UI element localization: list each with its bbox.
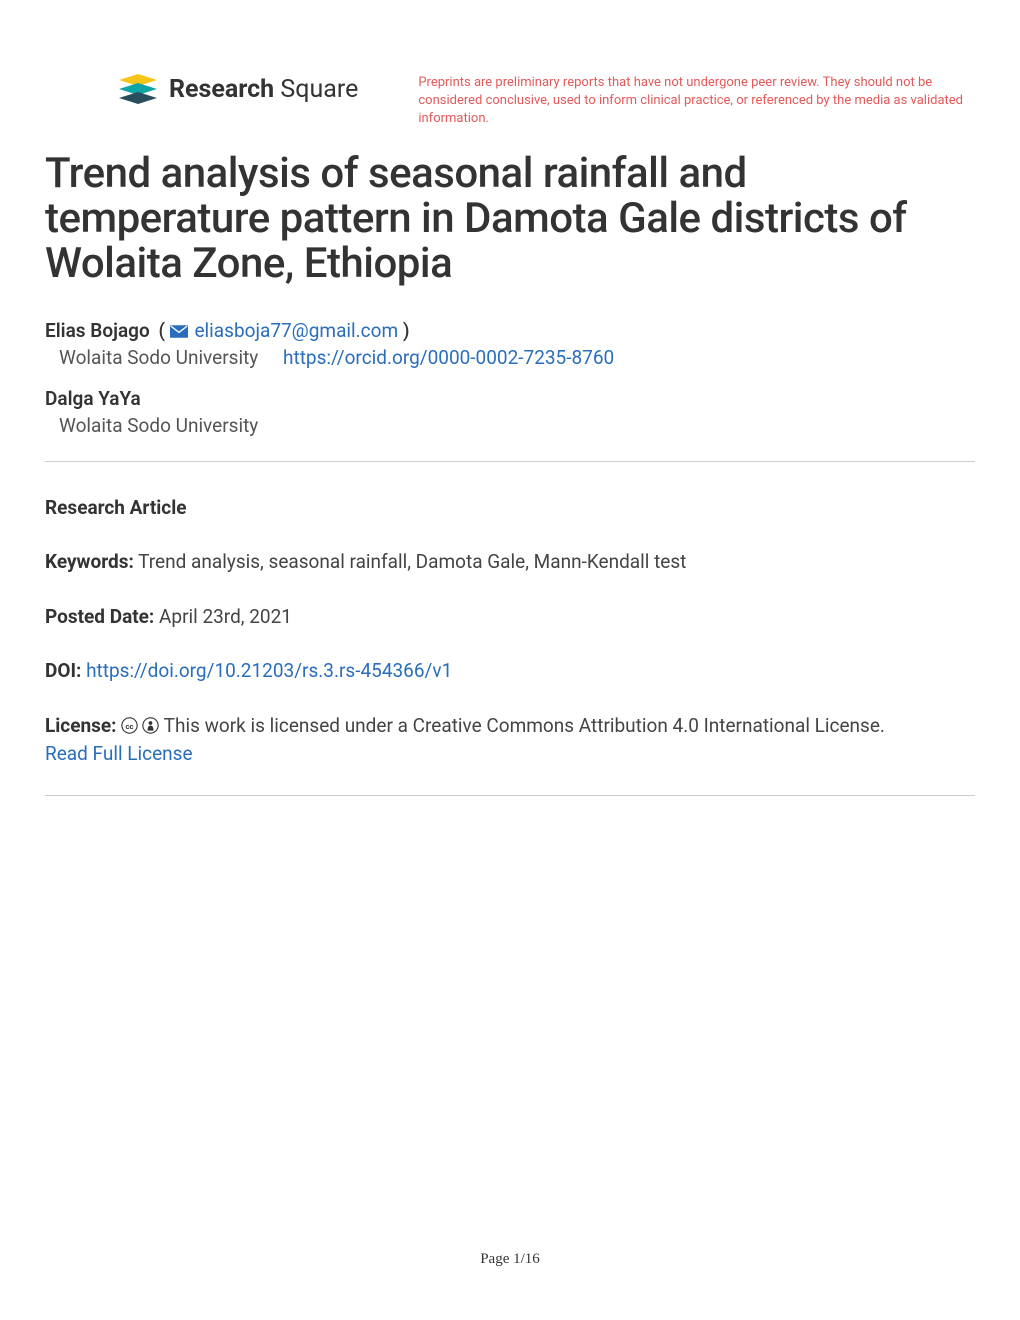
posted-date: April 23rd, 2021	[159, 605, 292, 628]
author-name: Dalga YaYa	[45, 387, 141, 410]
license-link[interactable]: Read Full License	[45, 742, 193, 765]
posted-date-label: Posted Date:	[45, 605, 154, 628]
author-block-1: Elias Bojago ( eliasboja77@gmail.com ) W…	[45, 319, 975, 369]
author-email-link[interactable]: eliasboja77@gmail.com	[194, 319, 398, 342]
paper-title: Trend analysis of seasonal rainfall and …	[45, 151, 975, 287]
envelope-icon	[170, 325, 188, 338]
doi-label: DOI:	[45, 659, 81, 682]
cc-icon: cc	[121, 716, 163, 736]
email-wrapper: ( eliasboja77@gmail.com )	[154, 319, 410, 342]
keywords-text: Trend analysis, seasonal rainfall, Damot…	[138, 550, 686, 573]
preprint-disclaimer: Preprints are preliminary reports that h…	[418, 72, 975, 129]
orcid-link[interactable]: https://orcid.org/0000-0002-7235-8760	[283, 346, 614, 369]
article-type-label: Research Article	[45, 496, 187, 519]
svg-text:cc: cc	[126, 722, 134, 731]
license-text: This work is licensed under a Creative C…	[164, 714, 885, 737]
divider	[45, 795, 975, 796]
author-affiliation: Wolaita Sodo University	[59, 414, 258, 437]
keywords-label: Keywords:	[45, 550, 134, 573]
page-number: Page 1/16	[0, 1251, 1020, 1268]
logo-text: Research Square	[169, 75, 358, 104]
author-name: Elias Bojago	[45, 319, 150, 342]
doi-link[interactable]: https://doi.org/10.21203/rs.3.rs-454366/…	[86, 659, 452, 682]
logo-icon	[117, 72, 159, 106]
author-block-2: Dalga YaYa Wolaita Sodo University	[45, 387, 975, 437]
research-square-logo: Research Square	[45, 72, 358, 106]
author-affiliation: Wolaita Sodo University	[59, 346, 258, 369]
license-label: License:	[45, 714, 117, 737]
divider	[45, 461, 975, 462]
